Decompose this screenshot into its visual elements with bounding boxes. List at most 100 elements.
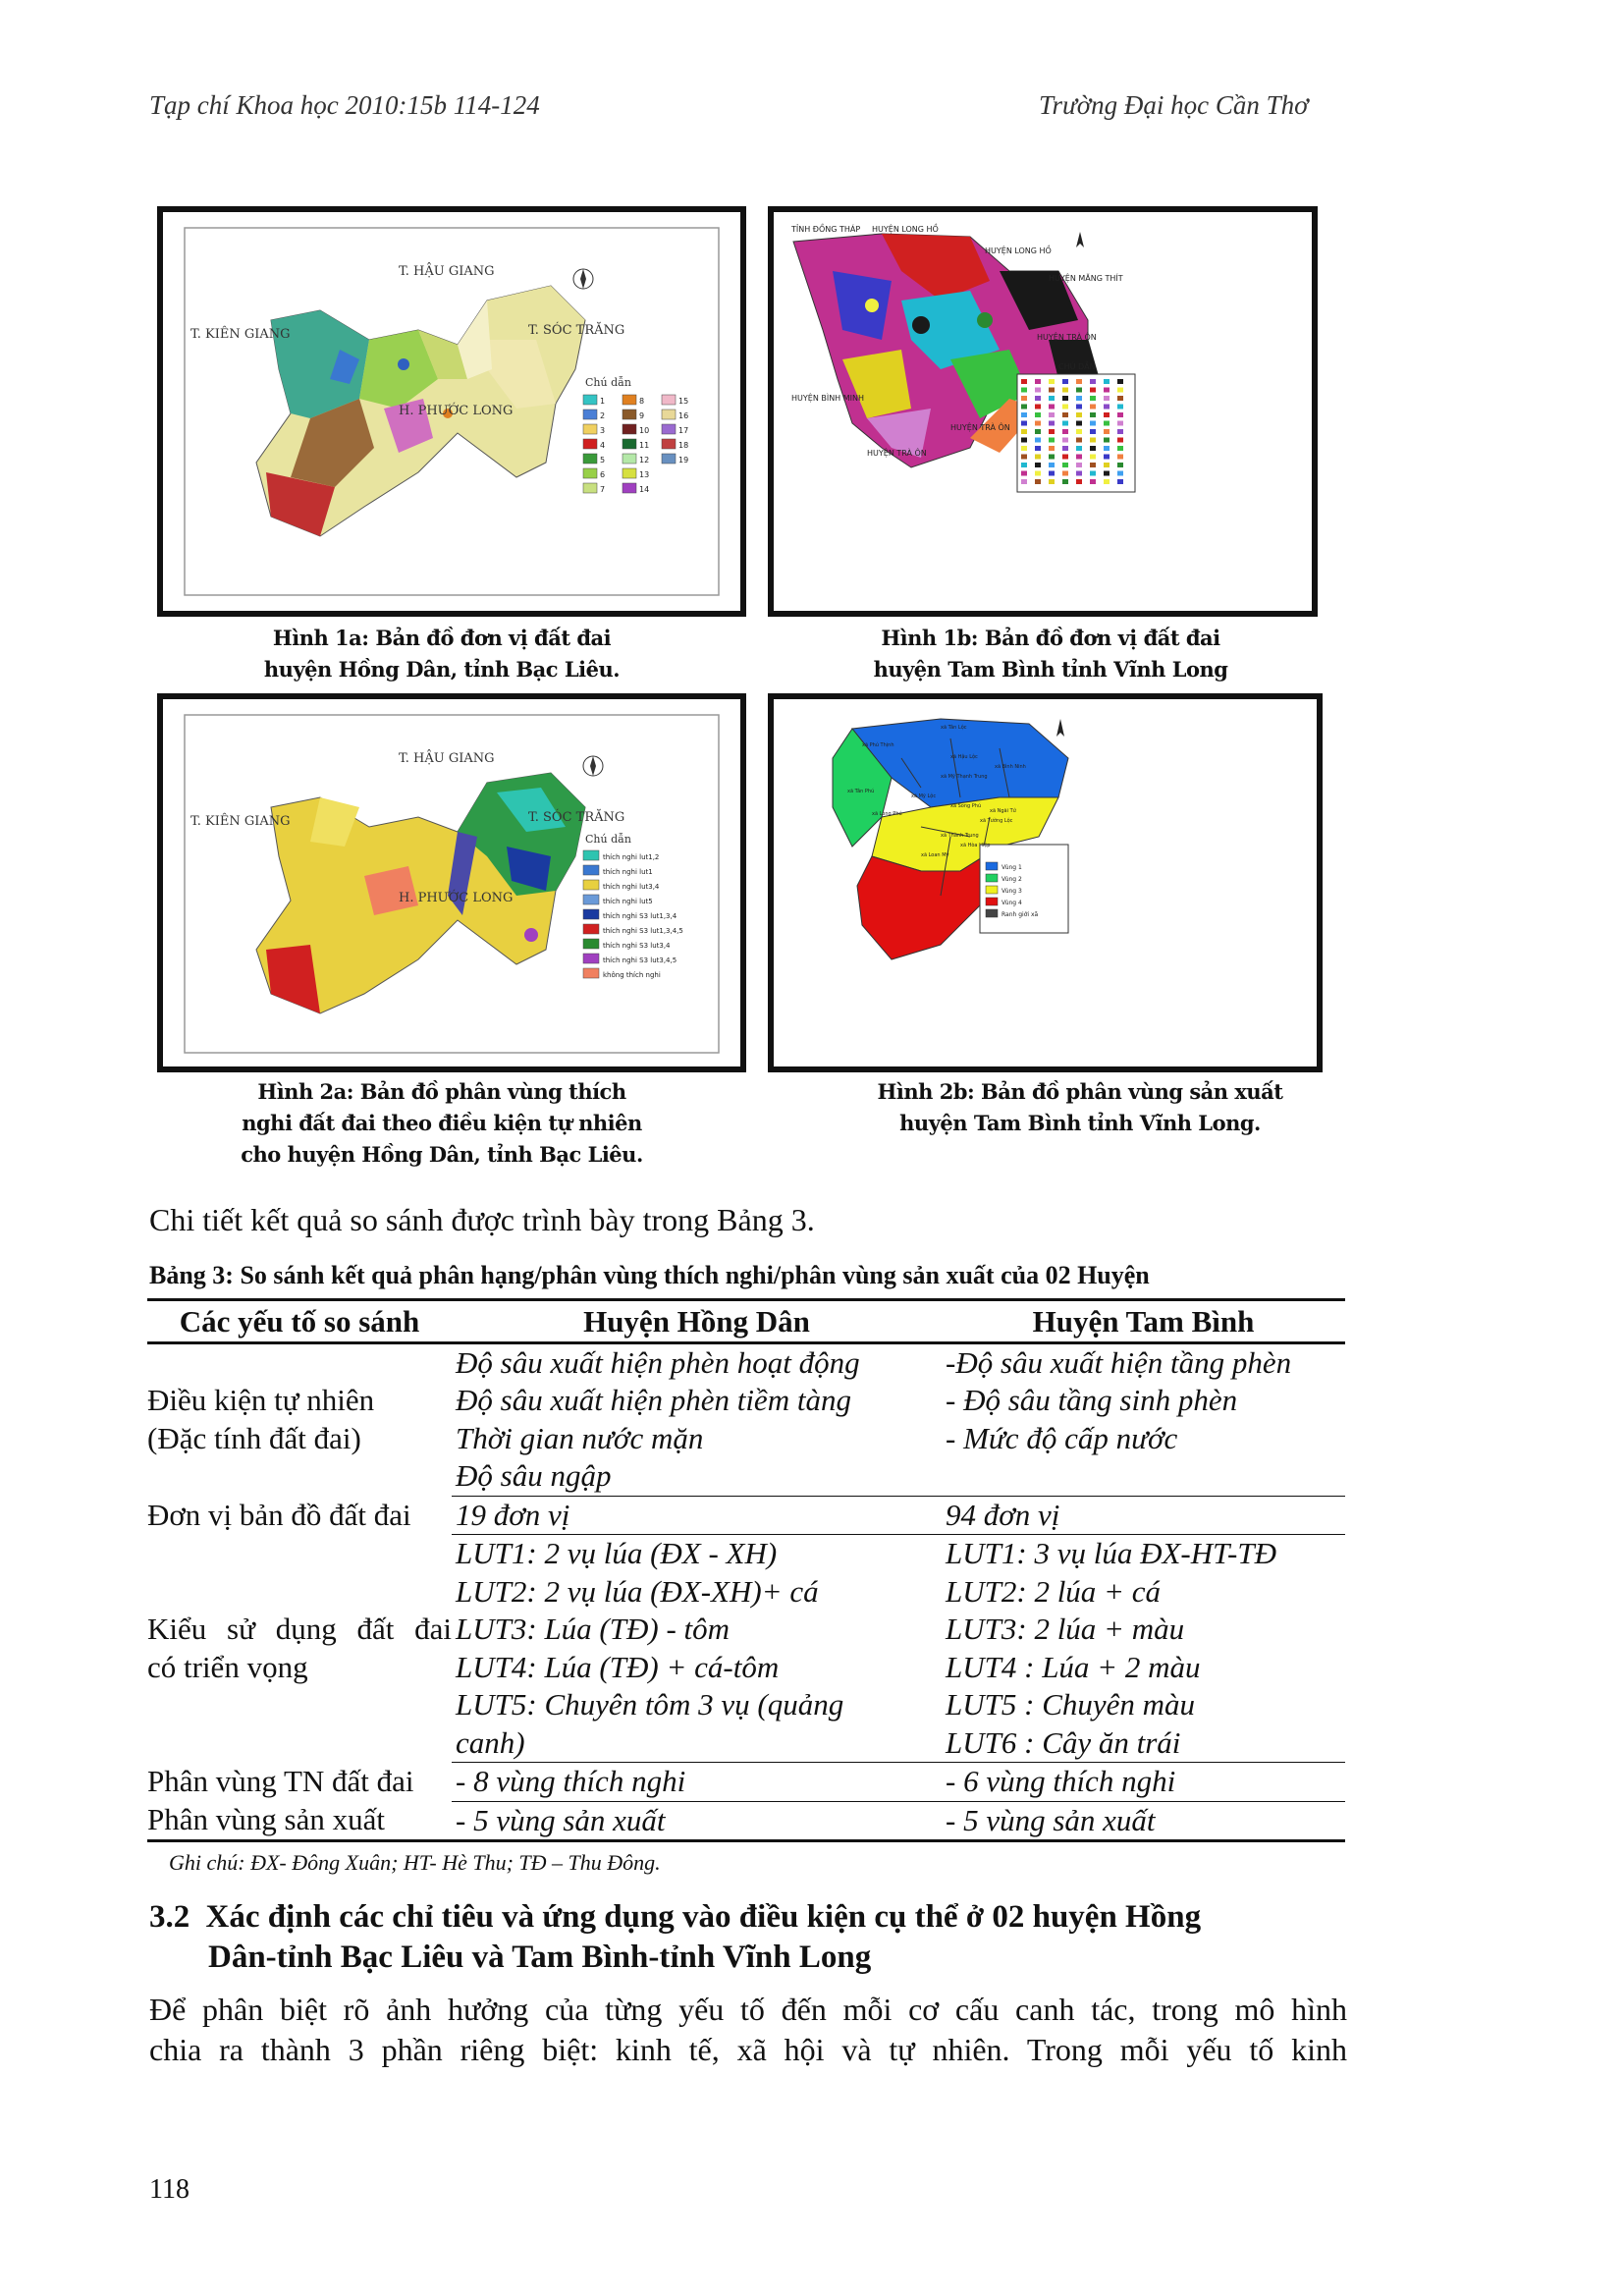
legend-swatch [1104,387,1110,393]
legend-swatch [1021,463,1027,467]
section-title-line1: Xác định các chỉ tiêu và ứng dụng vào đi… [205,1899,1202,1935]
university-header: Trường Đại học Cần Thơ [1039,90,1309,120]
legend-swatch [1049,446,1055,451]
table-header-row: Các yếu tố so sánh Huyện Hồng Dân Huyện … [147,1298,1345,1344]
cell-line: LUT4: Lúa (TĐ) + cá-tôm [456,1649,780,1684]
legend-label: không thích nghi [603,971,661,979]
section-heading: 3.2 Xác định các chỉ tiêu và ứng dụng và… [149,1897,1357,1978]
legend-swatch [1117,420,1123,426]
cell-line: LUT2: 2 lúa + cá [946,1573,1161,1609]
legend-swatch [1104,437,1110,443]
legend-swatch [1062,396,1068,401]
cell-line: LUT1: 2 vụ lúa (ĐX - XH) [456,1536,778,1570]
legend-swatch [582,849,600,861]
legend-swatch [1035,379,1041,384]
body-paragraph: Để phân biệt rõ ảnh hưởng của từng yếu t… [149,1990,1347,2070]
legend-swatch [582,938,600,950]
legend-swatch [1104,412,1110,417]
legend-swatch [1062,470,1068,476]
legend-swatch [1090,396,1096,401]
cell-line: LUT2: 2 vụ lúa (ĐX-XH)+ cá [456,1573,819,1609]
legend-swatch [1035,463,1041,467]
legend-swatch [1021,420,1027,426]
legend-swatch [582,467,598,479]
cell-line: LUT3: Lúa (TĐ) - tôm [456,1612,731,1646]
figure-2b-caption: Hình 2b: Bản đồ phân vùng sản xuất huyện… [864,1076,1296,1139]
legend-swatch [622,438,637,450]
compass-icon [1056,719,1064,737]
caption-line: nghi đất đai theo điều kiện tự nhiên [242,1111,642,1135]
legend-swatch [1021,454,1027,460]
legend-swatch [661,453,677,465]
fig1a-label-north: T. HẬU GIANG [399,262,495,279]
legend-swatch [1104,479,1110,484]
fig1b-legend-title: CHÚ DẪN [1058,359,1096,371]
header-hong-dan: Huyện Hồng Dân [452,1298,942,1344]
figure-2a-map: T. HẬU GIANG T. KIÊN GIANG T. SÓC TRĂNG … [157,693,746,1072]
legend-swatch [1104,420,1110,426]
fig2b-commune-labels: xã Tân Lộc xã Phú Thịnh xã Hậu Lộc xã Tân P… [847,724,1026,858]
legend-swatch [1076,454,1082,460]
legend-swatch [1090,387,1096,393]
caption-line: Hình 1a: Bản đồ đơn vị đất đai [272,626,612,650]
legend-swatch [1090,454,1096,460]
fig2b-legend: Vùng 1 Vùng 2 Vùng 3 Vùng 4 Ranh giới xã [979,844,1069,934]
compass-icon [582,755,604,777]
legend-swatch [1035,420,1041,426]
cell-line: Độ sâu xuất hiện phèn tiềm tàng [456,1383,851,1417]
header-tam-binh: Huyện Tam Bình [942,1298,1345,1344]
legend-label: thích nghi S3 lut3,4 [603,942,671,950]
cell-hong-dan: 19 đơn vị [452,1496,942,1535]
legend-swatch [582,967,600,979]
legend-label: 10 [639,426,649,435]
label-line: Điều kiện tự nhiên [147,1383,375,1418]
compass-icon [1076,232,1084,247]
fig1b-label-c: HUYỆN TRÀ ÔN [950,421,1010,433]
legend-swatch [1076,446,1082,451]
legend-swatch [1062,446,1068,451]
figure-1a-map: T. HẬU GIANG T. KIÊN GIANG T. SÓC TRĂNG … [157,206,746,617]
commune-label: xã Long Phú [872,810,902,817]
fig2a-legend: thích nghi lut1,2 thích nghi lut1 thích ng… [582,849,683,979]
legend-swatch [985,861,999,871]
fig2a-label-south: H. PHƯỚC LONG [399,889,513,905]
legend-label: 11 [639,441,649,450]
legend-label: 18 [678,441,688,450]
legend-swatch [985,908,999,918]
legend-swatch [1049,396,1055,401]
cell-tam-binh: - 5 vùng sản xuất [942,1801,1345,1842]
legend-label: 13 [639,470,649,479]
legend-swatch [1021,470,1027,476]
legend-swatch [1035,437,1041,443]
commune-label: xã Phú Thịnh [862,741,894,748]
legend-swatch [582,908,600,920]
legend-swatch [1035,387,1041,393]
legend-swatch [1062,420,1068,426]
fig1b-label-nw: TỈNH ĐỒNG THÁP [790,222,860,234]
legend-label: Vùng 4 [1001,900,1022,906]
legend-swatch [1090,379,1096,384]
legend-swatch [661,409,677,420]
page-number: 118 [149,2174,189,2205]
cell-line: Độ sâu xuất hiện phèn hoạt động [456,1344,860,1380]
legend-label: thích nghi lut1,2 [603,853,659,861]
fig1b-label-ne: HUYỆN MĂNG THÍT [1049,272,1123,284]
legend-swatch [622,453,637,465]
legend-swatch [1035,446,1041,451]
legend-swatch [661,438,677,450]
commune-label: xã Hậu Lộc [950,753,978,760]
legend-swatch [1062,412,1068,417]
legend-swatch [1117,379,1123,384]
section-number: 3.2 [149,1899,190,1935]
cell-line: LUT6 : Cây ăn trái [946,1724,1181,1760]
legend-swatch [1049,470,1055,476]
table-row: Điều kiện tự nhiên (Đặc tính đất đai) Độ… [147,1342,1345,1497]
legend-swatch [1062,387,1068,393]
cell-line: LUT4 : Lúa + 2 màu [946,1649,1201,1684]
legend-label: thích nghi S3 lut1,3,4 [603,912,677,920]
legend-swatch [1035,396,1041,401]
label-line: có triển vọng [147,1649,308,1684]
legend-swatch [582,482,598,494]
figure-1a-caption: Hình 1a: Bản đồ đơn vị đất đai huyện Hồn… [216,623,668,685]
legend-label: thích nghi lut3,4 [603,883,660,891]
